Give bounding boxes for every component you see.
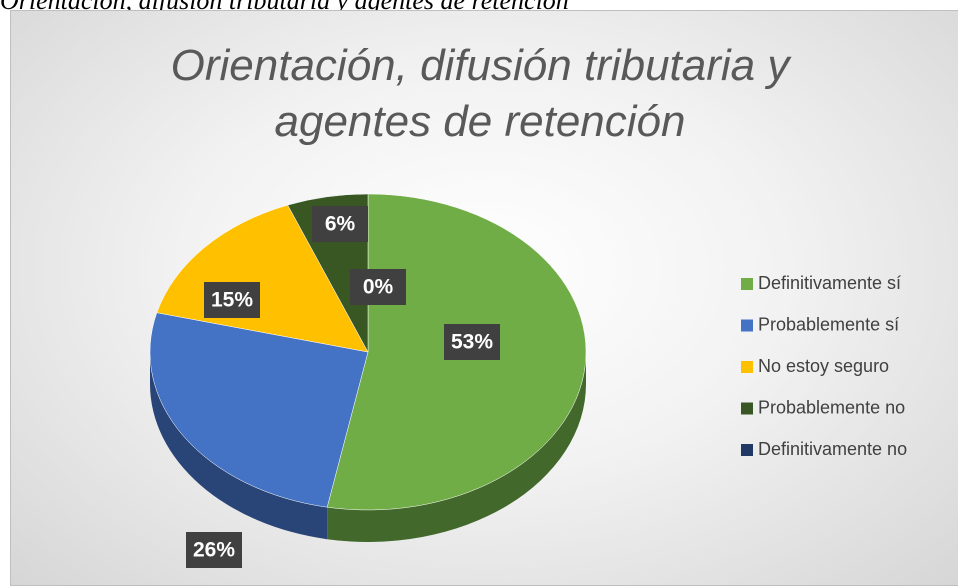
chart-title: Orientación, difusión tributaria y agent… [170, 41, 790, 146]
legend-swatch [741, 361, 753, 373]
data-label-box [186, 532, 242, 568]
data-label: 53% [451, 331, 493, 354]
data-label: 26% [193, 539, 235, 562]
data-label: 15% [211, 289, 253, 312]
pie-side [150, 352, 328, 540]
data-label: 0% [363, 276, 394, 299]
legend-swatch [741, 444, 753, 456]
legend-label: Probablemente no [758, 397, 905, 417]
legend-label: Definitivamente no [758, 439, 907, 459]
pie-slice [149, 312, 369, 508]
pie-side [327, 352, 586, 542]
data-label-box [204, 282, 260, 318]
legend-swatch [741, 278, 753, 290]
legend-label: Probablemente sí [758, 314, 899, 334]
data-label: 6% [325, 213, 356, 236]
legend-label: Definitivamente sí [758, 273, 901, 293]
legend-swatch [741, 319, 753, 332]
legend-label: No estoy seguro [758, 356, 889, 376]
legend-swatch [741, 402, 753, 415]
data-label-box [444, 324, 500, 360]
data-label-box [350, 269, 406, 305]
data-label-box [312, 206, 368, 242]
